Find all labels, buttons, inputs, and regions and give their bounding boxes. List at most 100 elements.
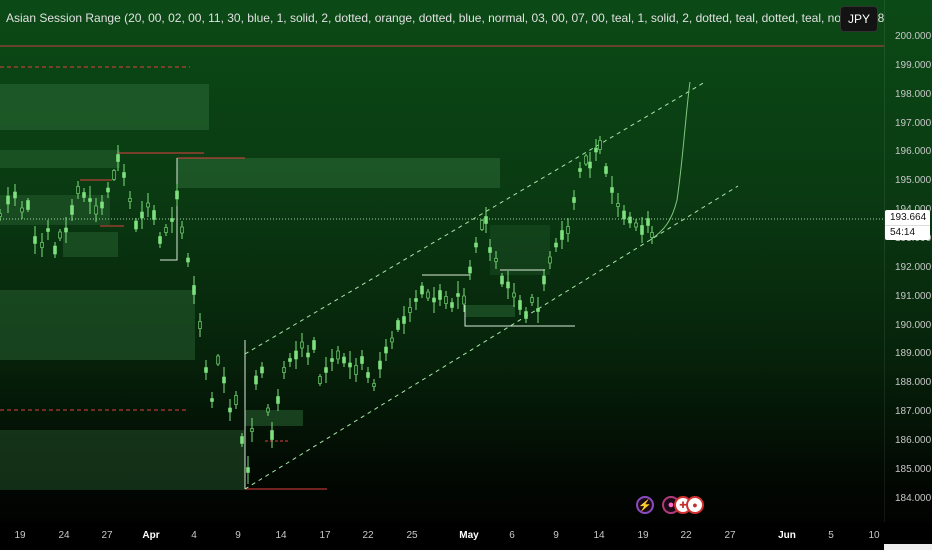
candle-body — [76, 186, 80, 194]
candle-body — [180, 226, 184, 234]
candle-body — [70, 205, 74, 215]
candle-body — [234, 395, 238, 405]
candle-body — [288, 358, 292, 362]
candle-body — [254, 375, 258, 385]
date-tick: Apr — [142, 530, 160, 541]
candle-body — [474, 242, 478, 248]
date-tick: 6 — [509, 530, 515, 541]
candle-body — [134, 220, 138, 230]
indicator-title[interactable]: Asian Session Range (20, 00, 02, 00, 11,… — [6, 11, 884, 25]
candle-body — [222, 376, 226, 384]
scroll-to-realtime-button[interactable] — [884, 544, 932, 550]
range-box — [0, 150, 120, 168]
date-tick: 17 — [319, 530, 331, 541]
price-tick: 198.000 — [895, 88, 932, 100]
date-tick: 25 — [406, 530, 418, 541]
price-axis[interactable]: 200.000 199.000 198.000 197.000 196.000 195.0… — [884, 0, 932, 522]
candle-body — [456, 293, 460, 297]
candle-body — [140, 211, 144, 219]
candlestick-series — [0, 136, 654, 484]
candle-body — [128, 198, 132, 202]
price-chart[interactable] — [0, 0, 884, 522]
candle-body — [484, 216, 488, 224]
date-tick: 5 — [828, 530, 834, 541]
candle-body — [116, 154, 120, 162]
candle-body — [330, 358, 334, 362]
candle-body — [88, 198, 92, 202]
candle-body — [396, 320, 400, 330]
candle-body — [26, 200, 30, 210]
candle-body — [6, 195, 10, 205]
candle-body — [342, 356, 346, 364]
date-tick: 4 — [191, 530, 197, 541]
price-tick: 197.000 — [895, 117, 932, 129]
currency-button[interactable]: JPY — [840, 6, 878, 32]
candle-body — [192, 285, 196, 295]
date-tick: May — [459, 530, 479, 541]
date-tick: 14 — [593, 530, 605, 541]
candle-body — [250, 428, 254, 432]
current-price-value: 193.664 — [890, 212, 927, 223]
lightning-icon[interactable]: ⚡ — [636, 496, 654, 514]
candle-body — [414, 298, 418, 302]
date-tick: 10 — [868, 530, 880, 541]
date-tick: 27 — [101, 530, 113, 541]
candle-body — [348, 362, 352, 368]
structure-line — [160, 158, 178, 261]
candle-body — [33, 236, 37, 244]
candle-body — [106, 187, 110, 193]
candle-body — [572, 197, 576, 203]
event-circle-icon[interactable]: ● — [686, 496, 704, 514]
range-box — [245, 410, 303, 426]
candle-body — [548, 256, 552, 264]
time-axis[interactable]: 19 24 27 Apr 4 9 14 17 22 25 May 6 9 14 19 22 27 Jun 5 10 — [0, 522, 932, 550]
candle-body — [40, 242, 44, 248]
candle-body — [536, 308, 540, 312]
candle-body — [480, 220, 484, 230]
candle-body — [622, 210, 626, 220]
candle-body — [500, 275, 504, 285]
candle-body — [378, 360, 382, 370]
candle-body — [646, 218, 650, 226]
price-tick: 196.000 — [895, 146, 932, 158]
candle-body — [610, 187, 614, 193]
candle-body — [524, 311, 528, 319]
candle-body — [300, 341, 304, 349]
candle-body — [312, 340, 316, 350]
candle-body — [628, 216, 632, 224]
candle-body — [588, 161, 592, 169]
date-tick: 22 — [680, 530, 692, 541]
candle-body — [408, 307, 412, 313]
date-tick: 19 — [637, 530, 649, 541]
date-tick: 27 — [724, 530, 736, 541]
candle-body — [64, 227, 68, 233]
candle-body — [306, 352, 310, 358]
price-tick: 200.000 — [895, 31, 932, 42]
candle-body — [438, 290, 442, 300]
current-price-label: 193.664 54:14 — [885, 210, 930, 240]
candle-body — [512, 292, 516, 298]
candle-body — [53, 245, 57, 255]
candle-body — [554, 242, 558, 248]
candle-body — [260, 366, 264, 374]
candle-body — [594, 147, 598, 153]
candle-body — [0, 213, 2, 217]
candle-body — [390, 337, 394, 343]
candle-body — [360, 356, 364, 364]
price-tick: 190.000 — [895, 319, 932, 331]
candle-body — [598, 140, 602, 150]
chart-area[interactable]: Asian Session Range (20, 00, 02, 00, 11,… — [0, 0, 884, 522]
candle-body — [216, 355, 220, 365]
price-tick: 189.000 — [895, 348, 932, 360]
candle-body — [20, 207, 24, 213]
date-tick: Jun — [778, 530, 796, 541]
candle-body — [402, 316, 406, 324]
candle-body — [170, 218, 174, 222]
channel-upper-line — [244, 81, 706, 355]
candle-body — [158, 236, 162, 244]
candle-body — [294, 350, 298, 360]
date-tick: 9 — [235, 530, 241, 541]
candle-body — [650, 232, 654, 238]
date-tick: 22 — [362, 530, 374, 541]
candle-body — [432, 297, 436, 303]
